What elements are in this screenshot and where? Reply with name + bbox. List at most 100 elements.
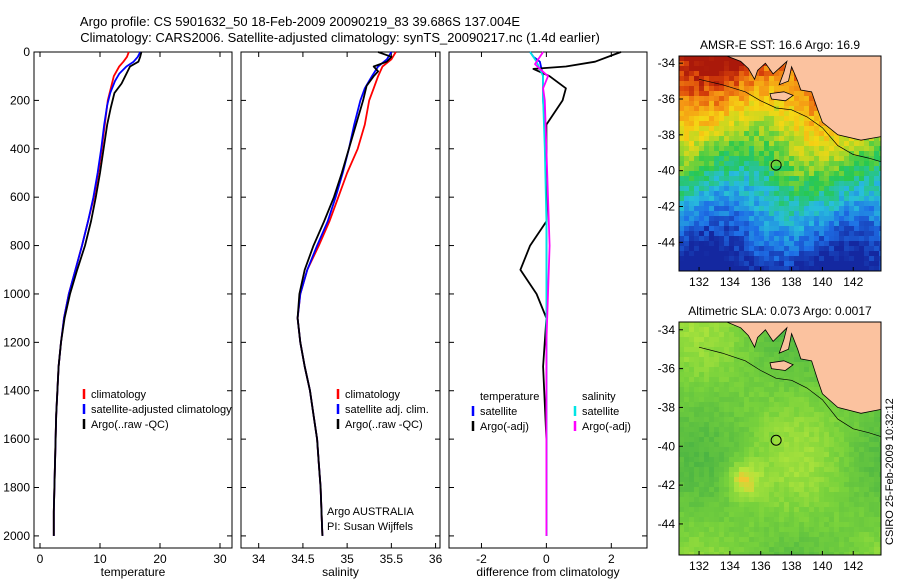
map-cell (744, 477, 749, 482)
map-cell (714, 472, 719, 477)
map-cell (764, 432, 769, 437)
map-cell (689, 372, 694, 377)
map-cell (734, 201, 739, 206)
map-cell (859, 196, 864, 201)
map-cell (864, 256, 869, 261)
map-cell (679, 412, 684, 417)
map-cell (809, 216, 814, 221)
map-cell (739, 231, 744, 236)
map-cell (724, 367, 729, 372)
map-cell (799, 392, 804, 397)
map-cell (814, 216, 819, 221)
map-cell (859, 547, 864, 552)
map-cell (799, 166, 804, 171)
map-cell (754, 447, 759, 452)
map-cell (834, 532, 839, 537)
map-cell (759, 211, 764, 216)
map-cell (764, 196, 769, 201)
map-cell (724, 337, 729, 342)
map-cell (724, 477, 729, 482)
map-cell (834, 412, 839, 417)
map-cell (694, 522, 699, 527)
map-cell (849, 507, 854, 512)
map-cell (709, 61, 714, 66)
map-cell (684, 467, 689, 472)
map-cell (864, 211, 869, 216)
map-cell (694, 121, 699, 126)
map-cell (834, 527, 839, 532)
map-cell (724, 522, 729, 527)
map-cell (684, 397, 689, 402)
map-cell (684, 532, 689, 537)
map-cell (699, 417, 704, 422)
map-cell (784, 422, 789, 427)
map-cell (824, 412, 829, 417)
map-cell (874, 206, 879, 211)
map-cell (849, 457, 854, 462)
map-cell (824, 196, 829, 201)
map-cell (814, 402, 819, 407)
map-cell (714, 397, 719, 402)
map-cell (789, 101, 794, 106)
map-cell (764, 532, 769, 537)
map-cell (694, 111, 699, 116)
map-cell (854, 256, 859, 261)
map-cell (804, 527, 809, 532)
map-cell (784, 402, 789, 407)
map-cell (684, 322, 689, 327)
map-cell (759, 261, 764, 266)
map-cell (774, 417, 779, 422)
map-cell (784, 131, 789, 136)
map-cell (819, 176, 824, 181)
map-cell (679, 542, 684, 547)
map-cell (874, 417, 879, 422)
map-cell (699, 502, 704, 507)
x-axis-label: temperature (101, 565, 166, 579)
map-cell (809, 367, 814, 372)
map-cell (764, 517, 769, 522)
map-cell (794, 462, 799, 467)
map-cell (759, 332, 764, 337)
map-cell (869, 181, 874, 186)
map-cell (839, 532, 844, 537)
map-cell (859, 231, 864, 236)
map-cell (879, 482, 881, 487)
map-cell (679, 482, 684, 487)
map-cell (734, 81, 739, 86)
map-cell (759, 221, 764, 226)
x-tick-label: 20 (153, 552, 167, 566)
map-cell (819, 452, 824, 457)
map-cell (704, 216, 709, 221)
map-cell (779, 251, 784, 256)
map-cell (769, 246, 774, 251)
map-cell (739, 246, 744, 251)
map-cell (789, 462, 794, 467)
map-cell (749, 81, 754, 86)
map-cell (844, 216, 849, 221)
map-cell (824, 447, 829, 452)
map-cell (769, 532, 774, 537)
map-cell (709, 382, 714, 387)
map-cell (699, 211, 704, 216)
argo-float-marker (770, 434, 782, 446)
y-tick-label: -40 (658, 439, 676, 453)
map-cell (684, 261, 689, 266)
map-cell (704, 266, 709, 271)
map-cell (824, 126, 829, 131)
map-cell (834, 146, 839, 151)
map-cell (709, 352, 714, 357)
map-cell (874, 447, 879, 452)
map-cell (724, 512, 729, 517)
map-cell (789, 191, 794, 196)
map-cell (734, 126, 739, 131)
map-cell (759, 472, 764, 477)
map-cell (709, 116, 714, 121)
map-cell (704, 542, 709, 547)
map-cell (714, 141, 719, 146)
map-cell (774, 126, 779, 131)
map-cell (729, 432, 734, 437)
map-cell (809, 266, 814, 271)
map-cell (799, 437, 804, 442)
map-cell (749, 256, 754, 261)
map-cell (719, 337, 724, 342)
